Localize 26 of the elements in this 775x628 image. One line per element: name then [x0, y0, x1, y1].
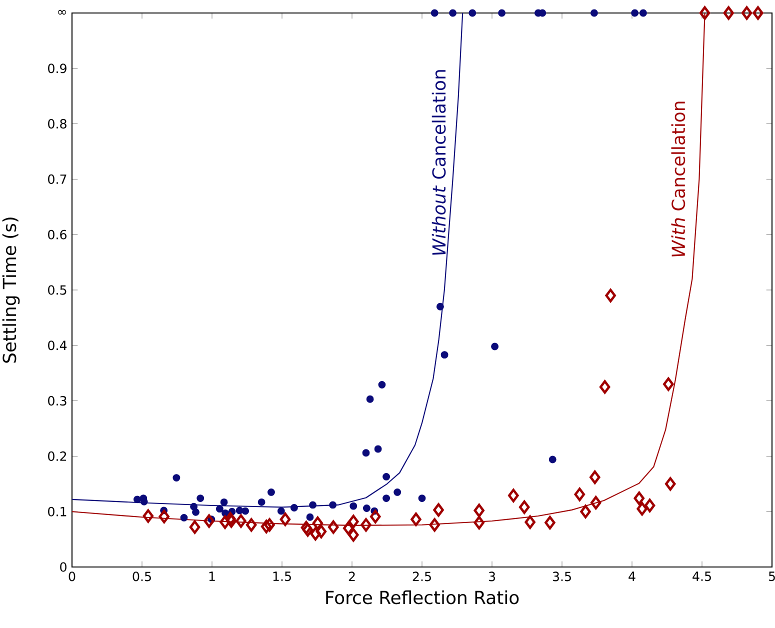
x-tick-label: 2.5	[412, 572, 431, 582]
y-axis-title: Settling Time (s)	[2, 218, 20, 363]
y-tick-label: 0.2	[48, 451, 66, 461]
x-tick-label: 1	[209, 572, 215, 581]
y-tick-label: 0.3	[48, 396, 66, 406]
y-tick-label: 0.7	[48, 174, 66, 184]
y-tick-label: 0.6	[48, 230, 67, 240]
y-tick-label: 0.1	[48, 506, 66, 516]
annotation: With Cancellation	[671, 102, 686, 256]
y-tick-label: 0	[60, 562, 66, 572]
annotation: Without Cancellation	[432, 70, 446, 255]
x-tick-label: 1.5	[273, 572, 291, 582]
y-tick-label: ∞	[58, 10, 66, 15]
x-tick-label: 5	[768, 572, 775, 582]
x-tick-label: 0	[68, 572, 76, 582]
x-tick-label: 3.5	[552, 572, 571, 582]
x-axis-title: Force Reflection Ratio	[326, 590, 519, 604]
y-tick-label: 0.8	[48, 119, 66, 129]
x-tick-label: 2	[348, 572, 355, 582]
x-tick-label: 3	[488, 572, 496, 582]
x-tick-label: 4	[628, 572, 636, 581]
y-tick-label: 0.5	[48, 285, 66, 295]
y-tick-label: 0.9	[48, 64, 66, 74]
x-tick-label: 0.5	[132, 572, 151, 582]
y-tick-label: 0.4	[48, 340, 67, 350]
x-tick-label: 4.5	[692, 572, 711, 582]
